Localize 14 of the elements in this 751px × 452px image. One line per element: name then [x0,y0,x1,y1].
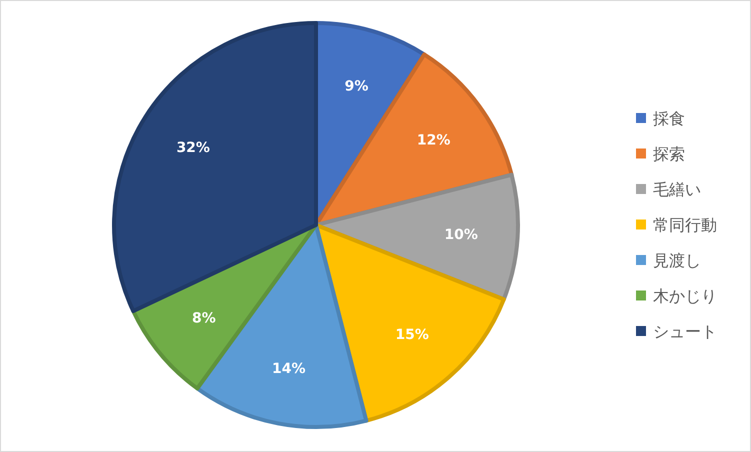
data-label: 10% [444,227,478,244]
data-label: 32% [176,140,210,156]
data-label: 14% [272,360,306,377]
data-label: 15% [395,327,429,344]
legend-label: 木かじり [653,286,717,306]
legend-label: 採食 [653,109,685,128]
legend-label: 毛繕い [653,180,701,199]
data-label: 9% [344,78,368,94]
legend-label: 探索 [653,144,685,164]
legend-label: 見渡し [653,251,701,270]
data-label: 12% [416,132,450,149]
data-label: 8% [192,310,216,327]
legend-label: シュート [653,322,717,341]
legend-label: 常同行動 [653,216,717,234]
